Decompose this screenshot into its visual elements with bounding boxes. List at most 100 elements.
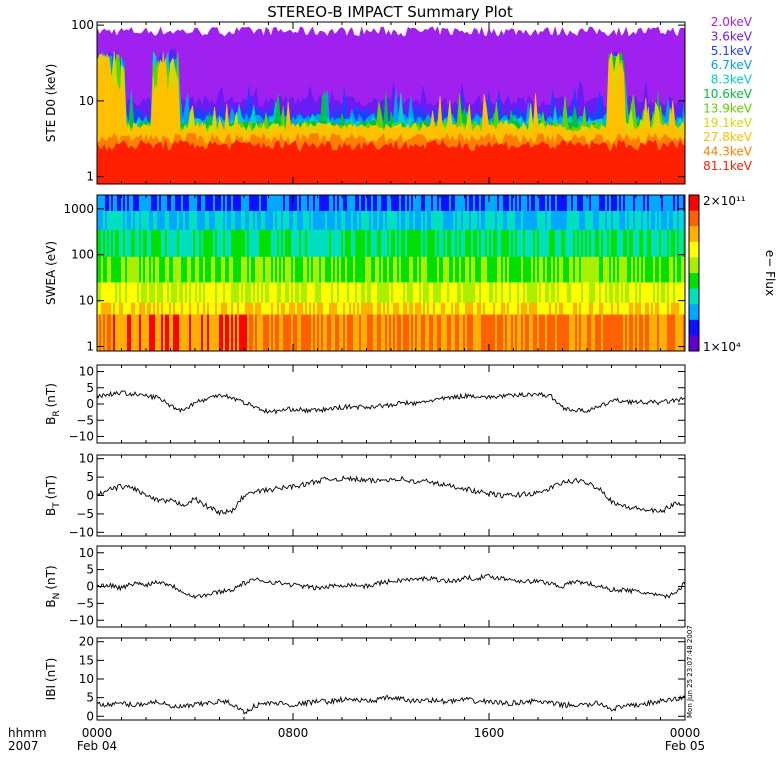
swea-cell [663, 229, 666, 258]
swea-cell [435, 229, 438, 258]
swea-cell [659, 302, 662, 315]
swea-cell [401, 210, 404, 231]
swea-cell [375, 195, 378, 212]
swea-cell [467, 195, 470, 212]
swea-cell [177, 282, 180, 304]
colorbar-segment-0 [689, 195, 699, 212]
swea-cell [443, 210, 446, 231]
swea-cell [633, 256, 636, 283]
swea-cell [139, 229, 142, 258]
swea-cell [229, 256, 232, 283]
swea-cell [645, 282, 648, 304]
swea-cell [471, 256, 474, 283]
swea-cell [289, 229, 292, 258]
swea-cell [563, 195, 566, 212]
swea-cell [291, 210, 294, 231]
swea-cell [403, 195, 406, 212]
swea-cell [291, 256, 294, 283]
swea-cell [385, 256, 388, 283]
swea-cell [341, 302, 344, 315]
swea-cell [163, 314, 166, 352]
swea-cell [217, 229, 220, 258]
swea-cell [295, 210, 298, 231]
swea-cell [395, 195, 398, 212]
swea-cell [235, 282, 238, 304]
swea-cell [255, 210, 258, 231]
swea-cell [617, 302, 620, 315]
swea-cell [211, 314, 214, 352]
swea-cell [117, 314, 120, 352]
swea-cell [159, 229, 162, 258]
swea-cell [203, 195, 206, 212]
swea-cell [149, 256, 152, 283]
swea-cell [129, 314, 132, 352]
swea-cell [547, 302, 550, 315]
swea-cell [673, 195, 676, 212]
swea-cell [503, 256, 506, 283]
swea-cell [397, 314, 400, 352]
swea-cell [577, 229, 580, 258]
swea-cell [501, 195, 504, 212]
swea-cell [287, 195, 290, 212]
swea-cell [555, 282, 558, 304]
swea-cell [373, 314, 376, 352]
swea-cell [597, 210, 600, 231]
swea-cell [391, 282, 394, 304]
swea-cell [285, 195, 288, 212]
swea-cell [553, 256, 556, 283]
swea-cell [321, 229, 324, 258]
swea-cell [453, 210, 456, 231]
swea-cell [439, 302, 442, 315]
swea-cell [155, 302, 158, 315]
swea-cell [449, 210, 452, 231]
swea-cell [497, 282, 500, 304]
swea-cell [635, 229, 638, 258]
swea-cell [375, 302, 378, 315]
swea-cell [489, 314, 492, 352]
swea-cell [249, 210, 252, 231]
swea-cell [411, 302, 414, 315]
swea-cell [341, 314, 344, 352]
swea-cell [335, 256, 338, 283]
swea-cell [647, 302, 650, 315]
swea-cell [185, 256, 188, 283]
swea-cell [279, 302, 282, 315]
swea-cell [153, 282, 156, 304]
swea-cell [231, 302, 234, 315]
swea-cell [625, 302, 628, 315]
swea-cell [437, 210, 440, 231]
swea-cell [235, 314, 238, 352]
swea-cell [499, 282, 502, 304]
swea-cell [527, 282, 530, 304]
swea-cell [201, 256, 204, 283]
swea-cell [403, 229, 406, 258]
swea-cell [609, 195, 612, 212]
swea-cell [425, 229, 428, 258]
swea-cell [283, 282, 286, 304]
swea-cell [669, 229, 672, 258]
swea-cell [485, 229, 488, 258]
swea-cell [665, 314, 668, 352]
swea-cell [567, 256, 570, 283]
swea-cell [579, 314, 582, 352]
swea-cell [467, 256, 470, 283]
swea-cell [307, 282, 310, 304]
swea-cell [653, 314, 656, 352]
swea-cell [289, 195, 292, 212]
swea-cell [335, 282, 338, 304]
swea-cell [397, 229, 400, 258]
swea-cell [389, 229, 392, 258]
swea-cell [399, 229, 402, 258]
swea-cell [547, 210, 550, 231]
swea-cell [505, 282, 508, 304]
swea-cell [663, 256, 666, 283]
swea-cell [139, 195, 142, 212]
swea-cell [281, 282, 284, 304]
swea-cell [121, 282, 124, 304]
swea-cell [377, 256, 380, 283]
swea-cell [327, 282, 330, 304]
swea-cell [399, 302, 402, 315]
swea-cell [339, 256, 342, 283]
swea-cell [231, 210, 234, 231]
swea-cell [365, 302, 368, 315]
